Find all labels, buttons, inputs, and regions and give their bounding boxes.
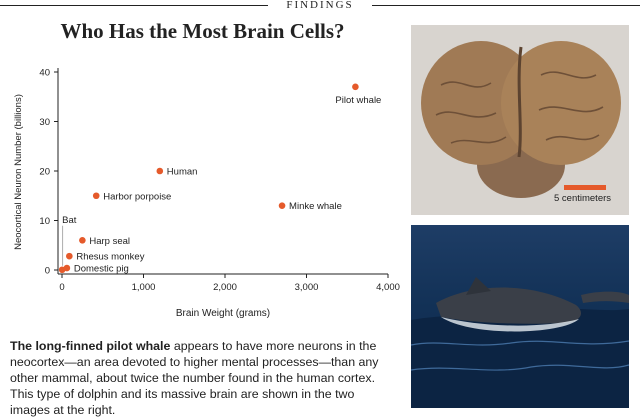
- pilot-whale-photo: [411, 225, 629, 408]
- x-axis-label: Brain Weight (grams): [176, 308, 270, 319]
- chart-title: Who Has the Most Brain Cells?: [60, 19, 345, 43]
- point-label-harbor-porpoise: Harbor porpoise: [103, 191, 171, 202]
- kicker-rule-right: [372, 5, 640, 6]
- x-tick-label: 3,000: [295, 282, 319, 293]
- section-kicker: FINDINGS: [286, 0, 354, 11]
- y-tick-label: 20: [39, 167, 50, 178]
- y-tick-label: 30: [39, 117, 50, 128]
- x-tick-label: 0: [59, 282, 64, 293]
- x-tick-label: 2,000: [213, 282, 237, 293]
- scale-bar: [564, 185, 606, 190]
- caption: The long-finned pilot whale appears to h…: [10, 338, 390, 418]
- scatter-chart: Neocortical Neuron Number (billions) Bra…: [13, 68, 400, 320]
- point-label-human: Human: [167, 167, 198, 178]
- point-label-rhesus-monkey: Rhesus monkey: [76, 252, 144, 263]
- whale-illustration: [411, 277, 629, 408]
- axes: 0 1,000 2,000 3,000 4,000 0 10 20 30 40: [39, 68, 399, 294]
- kicker-rule-left: [0, 5, 268, 6]
- y-tick-label: 0: [45, 266, 50, 277]
- point-human: [156, 167, 164, 175]
- point-label-domestic-pig: Domestic pig: [74, 264, 129, 275]
- point-pilot-whale: [352, 83, 359, 91]
- scale-label: 5 centimeters: [554, 193, 612, 204]
- y-tick-label: 40: [39, 68, 50, 79]
- point-label-pilot-whale: Pilot whale: [335, 95, 381, 106]
- point-minke-whale: [278, 202, 286, 209]
- y-tick-label: 10: [39, 216, 50, 227]
- caption-lead: The long-finned pilot whale: [10, 339, 171, 353]
- point-rhesus-monkey: [66, 252, 73, 260]
- point-harbor-porpoise: [92, 192, 100, 200]
- x-tick-label: 1,000: [132, 282, 156, 293]
- point-domestic-pig: [63, 264, 71, 272]
- point-label-bat: Bat: [62, 215, 77, 226]
- point-harp-seal: [79, 237, 86, 244]
- brain-illustration: [421, 41, 621, 198]
- brain-photo: 5 centimeters: [411, 25, 629, 215]
- x-tick-label: 4,000: [376, 282, 400, 293]
- point-label-minke-whale: Minke whale: [289, 201, 342, 212]
- point-label-harp-seal: Harp seal: [89, 236, 130, 247]
- y-axis-label: Neocortical Neuron Number (billions): [13, 94, 24, 250]
